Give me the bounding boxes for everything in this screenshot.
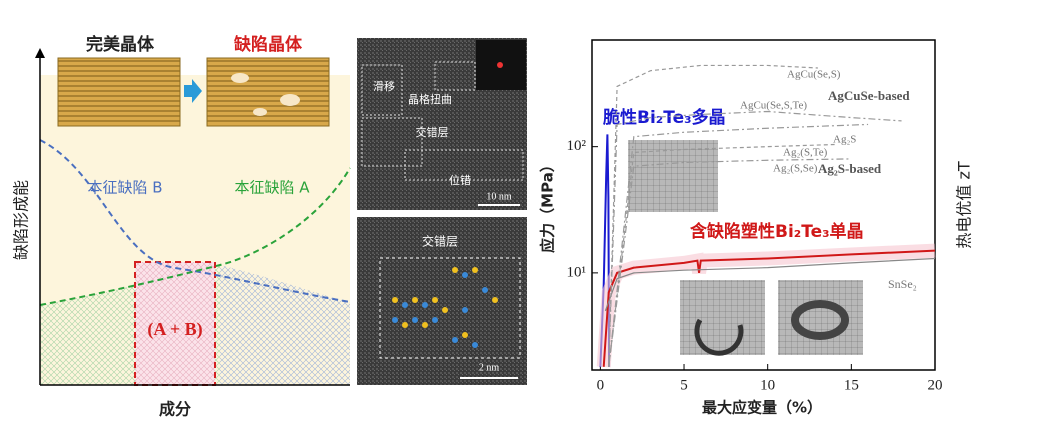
series-label: AgCu(Se,S,Te) — [740, 100, 807, 112]
arrow — [184, 79, 202, 103]
photo-sample — [694, 318, 744, 356]
annotation: AgCuSe-based — [828, 88, 910, 103]
photo — [778, 280, 863, 355]
label: 本征缺陷 A — [234, 179, 310, 197]
label: 晶格扭曲 — [408, 92, 452, 106]
axis-arrow — [35, 48, 45, 58]
line — [608, 158, 852, 367]
photo — [628, 140, 718, 212]
x-tick-label: 0 — [597, 377, 605, 393]
x-tick-label: 20 — [928, 377, 943, 393]
micrographs: 滑移 晶格扭曲 交错层 位错 10 nm 交错层 2 nm — [357, 38, 527, 385]
series-label: 脆性Bi₂Te₃多晶 — [602, 107, 726, 128]
label: 缺陷晶体 — [234, 34, 303, 55]
line — [608, 64, 818, 367]
x-tick-label: 15 — [844, 377, 859, 393]
plot-frame — [591, 39, 936, 371]
series-label: Ag₂S — [833, 134, 856, 146]
defect — [280, 94, 300, 106]
label: 位错 — [449, 173, 471, 187]
curve-a — [39, 167, 351, 306]
defect — [253, 108, 267, 116]
series-label: 含缺陷塑性Bi₂Te₃单晶 — [690, 221, 864, 242]
line — [608, 123, 869, 367]
atoms — [392, 267, 498, 348]
schematic: 完美晶体 缺陷晶体 本征缺陷 B 本征缺陷 A (A + B) 缺陷形成能 成分 — [12, 34, 351, 419]
x-tick-label: 10 — [760, 377, 775, 393]
box — [434, 61, 476, 91]
x-axis-label: 成分 — [159, 400, 191, 419]
label: 滑移 — [373, 80, 395, 93]
line — [602, 249, 936, 367]
label: (A + B) — [147, 319, 202, 340]
box — [404, 149, 524, 181]
haadf-image — [357, 217, 527, 385]
label: 交错层 — [416, 125, 449, 139]
y-tick-label: 10² — [567, 138, 587, 154]
defect-crystal — [206, 57, 330, 127]
photo-sample — [791, 300, 849, 340]
photo — [680, 280, 765, 355]
y2-axis-label: 热电优值 zT — [955, 161, 974, 248]
region-b — [220, 265, 350, 385]
x-tick-label: 5 — [680, 377, 688, 393]
y-tick-label: 10¹ — [567, 264, 587, 280]
series-label: SnSe₂ — [888, 277, 917, 291]
line — [608, 110, 902, 367]
y-axis-label: 缺陷形成能 — [12, 180, 31, 260]
series-label: Ag₂(S,Se) — [773, 163, 818, 175]
line — [604, 257, 936, 312]
x-axis-label: 最大应变量（%） — [702, 399, 822, 417]
box — [361, 64, 403, 116]
label: 本征缺陷 B — [87, 179, 162, 197]
series-label: AgCu(Se,S) — [787, 69, 841, 81]
fft-spot — [497, 62, 503, 68]
scale-label: 2 nm — [479, 362, 500, 373]
curve-b — [39, 139, 351, 303]
annotation: Ag₂S-based — [818, 161, 882, 176]
y-axis-label: 应力（MPa） — [539, 157, 557, 253]
perfect-crystal — [57, 57, 181, 127]
box — [361, 117, 423, 167]
stress-strain-chart: 最大应变量（%） 应力（MPa） 热电优值 zT 0 5 10 15 20 10¹ 10² 脆… — [539, 39, 974, 417]
defect — [231, 73, 249, 83]
label: 交错层 — [422, 234, 458, 249]
scale-label: 10 nm — [486, 191, 512, 202]
line — [608, 143, 835, 367]
label: 完美晶体 — [86, 34, 155, 55]
series-label: Ag₂(S,Te) — [783, 147, 828, 159]
